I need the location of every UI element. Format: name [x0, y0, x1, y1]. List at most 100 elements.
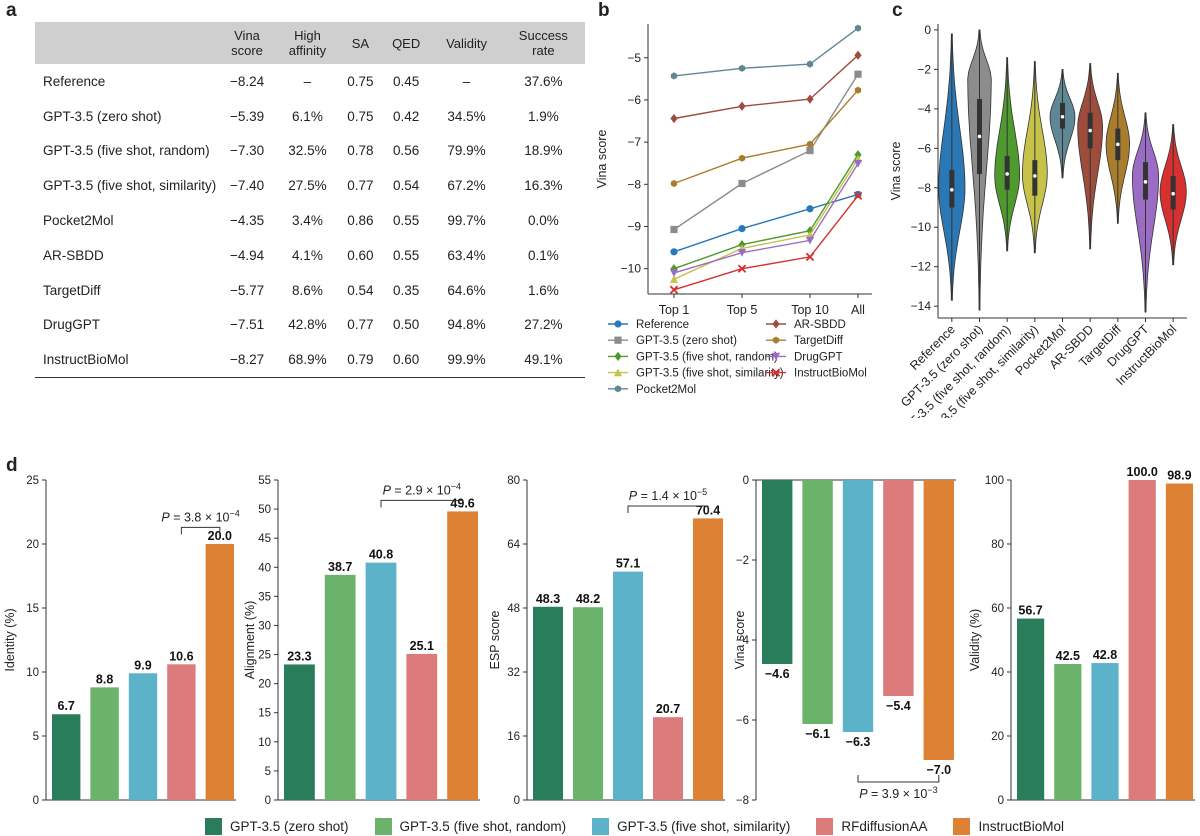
table-cell: 79.9%: [447, 143, 486, 159]
bar: [573, 607, 603, 800]
legend-item: GPT-3.5 (zero shot): [608, 335, 737, 347]
y-tick-label: 10: [258, 737, 271, 749]
data-label: −6.3: [846, 735, 871, 749]
bar: [842, 480, 874, 732]
data-point: [738, 179, 746, 188]
y-tick-label: 5: [265, 766, 271, 778]
data-point: [670, 113, 678, 124]
table-cell: −4.94: [229, 247, 265, 263]
violin-gpt-3-5-zero-shot-: [967, 29, 992, 311]
legend-marker: [771, 352, 781, 361]
y-tick-label: −10: [911, 220, 932, 234]
data-point: [854, 86, 862, 94]
data-label: 9.9: [134, 658, 151, 672]
legend-item: GPT-3.5 (five shot, similarity): [592, 817, 790, 835]
bar: [923, 480, 954, 760]
bar: [1054, 664, 1082, 800]
data-point: [738, 101, 746, 111]
x-tick-label: Top 10: [791, 303, 829, 317]
table-row: TargetDiff −5.77 8.6% 0.54 0.35 64.6% 1.6%: [35, 273, 585, 308]
legend-label: InstructBioMol: [978, 818, 1064, 834]
data-label: 57.1: [616, 557, 640, 571]
data-point: [670, 248, 678, 256]
table-cell: 0.60: [347, 247, 374, 263]
chart-d-alignment: 0 5 10 15 20 25 30 35 40 45 50 55 Alignment (%) 23.3 3…: [243, 475, 480, 807]
table-row: GPT-3.5 (zero shot) −5.39 6.1% 0.75 0.42 34.5…: [35, 99, 585, 134]
table-cell: −7.40: [229, 178, 265, 194]
data-label: −6.1: [805, 727, 830, 741]
table-row-label: InstructBioMol: [35, 342, 219, 379]
table-cell: 6.1%: [292, 108, 323, 124]
table-cell: −5.77: [229, 282, 265, 298]
y-tick-label: 0: [514, 795, 520, 807]
table-cell: 49.1%: [501, 342, 585, 379]
table-row-label: TargetDiff: [43, 282, 101, 298]
table-cell: 0.75: [347, 73, 374, 89]
y-tick-label: 30: [258, 620, 271, 632]
series-targetdiff: [670, 86, 862, 188]
data-label: 20.0: [208, 529, 232, 543]
series-gpt-3-5-zero-shot-: [670, 70, 862, 234]
y-tick-label: −14: [911, 299, 932, 313]
chart-d-validity: 0 20 40 60 80 100 Validity (%) 56.7 42.5 42.8 100.…: [968, 465, 1195, 807]
table-header-cell: Validity: [431, 22, 502, 64]
y-tick-label: −6: [627, 93, 641, 107]
table-cell: 0.55: [393, 213, 420, 229]
violin-iqr: [1032, 160, 1038, 196]
table-cell: 63.4%: [447, 247, 486, 263]
y-tick-label: 50: [258, 504, 271, 516]
table-header-cell: SA: [339, 22, 381, 64]
data-point: [853, 160, 863, 168]
panel-letter-c: c: [892, 0, 903, 21]
violin-median: [1143, 180, 1148, 184]
y-tick-label: 0: [33, 795, 39, 807]
y-tick-label: 40: [258, 562, 271, 574]
y-tick-label: 35: [258, 591, 271, 603]
table-row: GPT-3.5 (five shot, similarity) −7.40 27.5…: [35, 168, 585, 203]
bar: [693, 518, 723, 800]
y-tick-label: 0: [924, 23, 931, 37]
data-point: [806, 94, 814, 104]
table-row-label: DrugGPT: [43, 317, 101, 333]
y-tick-label: 32: [507, 667, 520, 679]
violin-median: [977, 134, 982, 139]
data-point: [669, 275, 679, 283]
y-tick-label: −4: [736, 635, 750, 647]
bar: [128, 673, 158, 800]
table-row: GPT-3.5 (five shot, random) −7.30 32.5% 0.7…: [35, 134, 585, 169]
significance-bracket: [857, 775, 940, 783]
data-label: 25.1: [410, 639, 434, 653]
y-tick-label: 5: [33, 731, 39, 743]
legend-marker: [613, 368, 623, 377]
y-tick-label: 64: [507, 539, 520, 551]
table-header-cell: Vina score: [219, 22, 276, 64]
table-header-cell: [35, 22, 219, 64]
bar: [762, 480, 793, 664]
y-tick-label: 80: [507, 475, 520, 487]
panel-letter-b: b: [598, 0, 610, 21]
y-axis-label: Vina score: [889, 142, 903, 201]
table-header-cell: High affinity: [275, 22, 340, 64]
data-point: [806, 146, 814, 155]
bar: [883, 480, 914, 696]
series-line: [673, 195, 859, 291]
data-point: [854, 70, 862, 78]
table-row-label: GPT-3.5 (five shot, similarity): [43, 178, 217, 194]
table-cell: 37.6%: [524, 73, 563, 89]
table-cell: 0.75: [347, 108, 374, 124]
table-cell: 0.42: [393, 108, 420, 124]
y-tick-label: 45: [258, 533, 271, 545]
bar: [406, 653, 438, 800]
table-cell: –: [462, 73, 471, 89]
y-tick-label: −9: [627, 220, 641, 234]
legend-label: GPT-3.5 (zero shot): [636, 335, 737, 347]
p-value-label: P = 1.4 × 10−5: [629, 487, 707, 503]
table-cell: 0.0%: [527, 213, 559, 229]
violin-median: [1033, 174, 1037, 178]
data-point: [737, 249, 747, 257]
table-cell: 0.55: [393, 247, 420, 263]
data-label: 6.7: [58, 699, 75, 713]
table-cell: 64.6%: [447, 282, 486, 298]
legend-item: GPT-3.5 (five shot, random): [374, 817, 566, 835]
